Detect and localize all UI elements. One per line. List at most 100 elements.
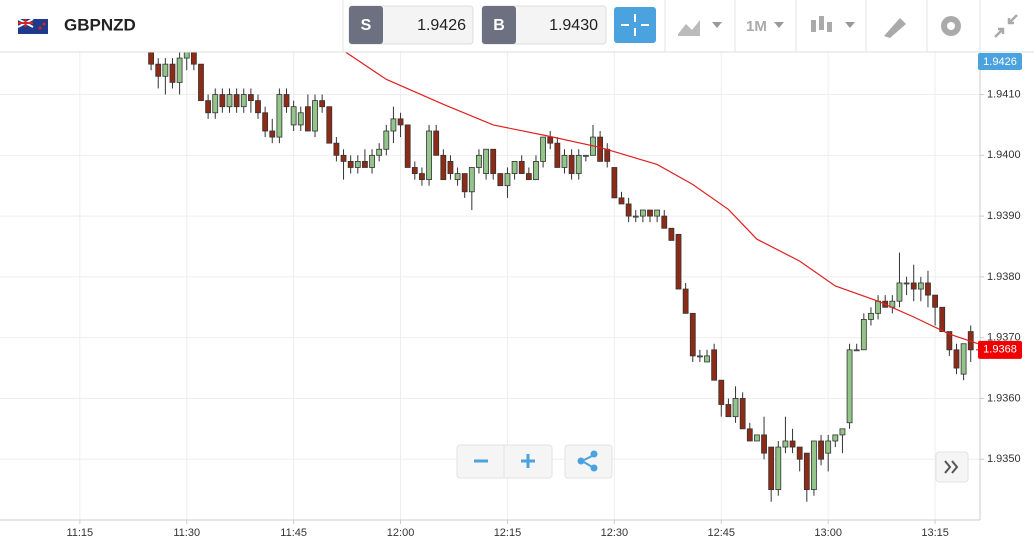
candle-body xyxy=(618,197,625,205)
candle-body xyxy=(697,355,703,358)
candle-body xyxy=(832,434,839,442)
x-tick-label: 12:45 xyxy=(708,527,736,539)
candle-body xyxy=(761,434,767,454)
candle-body xyxy=(811,440,817,491)
moving-average-line xyxy=(344,52,979,345)
candle-body xyxy=(960,343,967,375)
candle-body xyxy=(426,130,432,181)
candle-body xyxy=(362,161,368,168)
candle-body xyxy=(290,106,297,126)
candle-body xyxy=(347,161,354,168)
sell-price-marker-label: 1.9426 xyxy=(983,56,1017,68)
y-tick-label: 1.9410 xyxy=(987,88,1021,100)
grid xyxy=(0,52,980,520)
chart-type-button[interactable] xyxy=(678,20,722,36)
candle-body xyxy=(932,294,938,308)
candle-body xyxy=(518,161,525,174)
candle-body xyxy=(853,349,860,352)
candle-body xyxy=(198,63,204,102)
y-tick-label: 1.9370 xyxy=(987,332,1021,344)
candle-body xyxy=(825,440,832,454)
crosshair-button[interactable] xyxy=(614,7,656,43)
timeframe[interactable]: 1M xyxy=(746,18,767,35)
candle-body xyxy=(411,167,418,174)
candle-body xyxy=(433,130,440,156)
candle-body xyxy=(276,94,283,138)
candle-body xyxy=(711,349,718,381)
scroll-end-button[interactable] xyxy=(935,451,969,483)
candle-body xyxy=(860,319,867,351)
candle-body xyxy=(397,118,404,126)
candle-body xyxy=(739,398,746,430)
candle-body xyxy=(233,94,240,108)
plot xyxy=(148,52,979,502)
candle-body xyxy=(575,154,582,174)
candle-body xyxy=(390,118,397,132)
candle-body xyxy=(354,161,361,168)
candle-body xyxy=(925,282,931,296)
candle-body xyxy=(632,215,639,218)
sell-label: S xyxy=(361,17,372,34)
candle-body xyxy=(704,355,710,363)
sell-price-marker xyxy=(978,53,1022,70)
candle-body xyxy=(875,300,881,314)
candle-body xyxy=(283,94,290,108)
last-price-label: 1.9368 xyxy=(983,344,1017,356)
candle-body xyxy=(247,94,254,102)
candle-body xyxy=(547,136,554,144)
zoom-in[interactable] xyxy=(521,454,535,468)
candle-body xyxy=(162,63,169,77)
candle-body xyxy=(376,148,383,156)
candle-body xyxy=(582,154,589,157)
candle-body xyxy=(383,130,390,150)
candle-body xyxy=(725,404,732,418)
candle-body xyxy=(226,94,233,108)
candle-body xyxy=(682,288,689,314)
candle-body xyxy=(647,209,653,217)
candle-body xyxy=(675,233,682,290)
last-price-marker xyxy=(978,340,1022,359)
collapse-button[interactable] xyxy=(994,14,1018,38)
candle-body xyxy=(305,106,311,132)
candle-body xyxy=(803,452,810,491)
candle-body xyxy=(183,52,190,59)
candle-body xyxy=(312,100,318,132)
candle-body xyxy=(240,94,247,108)
x-tick-label: 11:45 xyxy=(280,527,307,539)
symbol[interactable]: GBPNZD xyxy=(64,15,136,34)
candle-body xyxy=(176,57,183,83)
candle-body xyxy=(419,173,425,181)
candle-body xyxy=(497,173,504,187)
candle-body xyxy=(369,154,375,168)
candle-body xyxy=(839,428,846,436)
settings-button[interactable] xyxy=(941,16,961,36)
candle-body xyxy=(511,161,518,174)
x-tick-label: 12:00 xyxy=(387,527,415,539)
candle-body xyxy=(269,130,276,138)
candle-body xyxy=(490,148,497,174)
candle-body xyxy=(454,173,461,181)
candle-body xyxy=(597,136,604,162)
candle-body xyxy=(219,94,226,108)
sell-price: 1.9426 xyxy=(417,17,466,34)
draw-button[interactable] xyxy=(884,18,906,38)
candle-body xyxy=(846,349,853,424)
candle-body xyxy=(155,63,162,77)
candle-body xyxy=(903,282,910,285)
candle-body xyxy=(440,154,447,181)
x-tick-label: 13:00 xyxy=(814,527,842,539)
candle-body xyxy=(540,136,546,162)
y-tick-label: 1.9390 xyxy=(987,210,1021,222)
y-tick-label: 1.9400 xyxy=(987,149,1021,161)
candle-body xyxy=(910,282,917,290)
candle-body xyxy=(483,148,489,174)
candle-style-button[interactable] xyxy=(811,16,855,32)
x-tick-label: 13:15 xyxy=(921,527,949,539)
candle-body xyxy=(447,161,454,174)
x-tick-label: 12:30 xyxy=(601,527,629,539)
x-tick-label: 11:30 xyxy=(173,527,200,539)
candle-body xyxy=(461,173,468,193)
candle-body xyxy=(476,154,482,168)
share-button[interactable] xyxy=(564,444,613,479)
